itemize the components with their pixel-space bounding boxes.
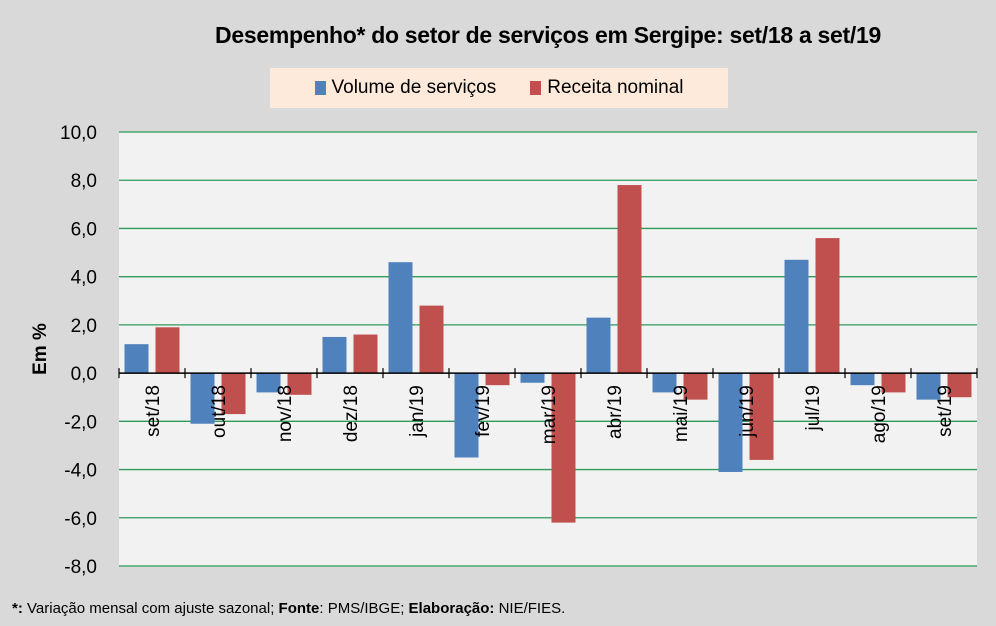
bar-receita [683, 373, 708, 400]
bar-volume [124, 344, 149, 374]
bar-receita [749, 373, 774, 460]
x-tick-label: jan/19 [407, 385, 428, 438]
bar-receita [947, 373, 972, 398]
y-tick-label: -8,0 [64, 557, 97, 578]
legend: Volume de serviços Receita nominal [270, 68, 728, 108]
legend-swatch-receita [530, 81, 542, 95]
x-tick-label: abr/19 [605, 385, 626, 439]
x-tick-label: set/19 [935, 385, 956, 437]
legend-item-volume: Volume de serviços [314, 77, 497, 99]
y-tick-label: 0,0 [71, 364, 97, 385]
footnote-source: : PMS/IBGE; [319, 600, 409, 617]
footnote-credit-label: Elaboração: [408, 600, 495, 617]
y-tick-label: 2,0 [71, 316, 97, 337]
x-tick-label: out/18 [209, 385, 230, 438]
bar-volume [784, 259, 809, 374]
x-tick-label: jul/19 [803, 385, 824, 431]
bar-volume [322, 336, 347, 374]
bar-volume [652, 373, 677, 393]
bar-receita [353, 334, 378, 374]
bar-receita [617, 185, 642, 374]
plot-area [119, 132, 977, 566]
x-tick-label: mai/19 [671, 385, 692, 442]
bar-volume [454, 373, 479, 458]
bar-volume [190, 373, 215, 424]
legend-swatch-volume [314, 81, 326, 95]
x-tick-label: ago/19 [869, 385, 890, 443]
footnote: *: Variação mensal com ajuste sazonal; F… [12, 600, 565, 617]
bar-receita [881, 373, 906, 393]
bar-receita [551, 373, 576, 523]
y-tick-label: -6,0 [64, 509, 97, 530]
bars [124, 185, 972, 523]
bar-volume [256, 373, 281, 393]
footnote-note: Variação mensal com ajuste sazonal; [22, 600, 279, 617]
x-axis [118, 368, 978, 379]
bar-volume [916, 373, 941, 400]
x-tick-label: jun/19 [737, 385, 758, 438]
x-tick-label: nov/18 [275, 385, 296, 442]
bar-receita [485, 373, 510, 386]
bar-volume [388, 262, 413, 374]
footnote-asterisk: *: [12, 600, 23, 617]
y-tick-label: 10,0 [60, 123, 97, 144]
bar-volume [718, 373, 743, 472]
bar-receita [155, 327, 180, 374]
footnote-credit: NIE/FIES. [494, 600, 566, 617]
legend-item-receita: Receita nominal [530, 77, 684, 99]
y-tick-label: 4,0 [71, 268, 97, 289]
y-tick-label: 8,0 [71, 171, 97, 192]
bar-volume [520, 373, 545, 383]
footnote-source-label: Fonte [278, 600, 320, 617]
y-axis-label: Em % [30, 323, 51, 375]
bar-receita [815, 238, 840, 374]
y-axis: 10,0 8,0 6,0 4,0 2,0 0,0 -2,0 -4,0 -6,0 -8,0 [60, 123, 97, 578]
legend-label-receita: Receita nominal [547, 77, 684, 98]
bar-receita [287, 373, 312, 395]
bar-volume [850, 373, 875, 386]
bar-volume [586, 317, 611, 374]
legend-label-volume: Volume de serviços [331, 77, 497, 98]
y-tick-label: -4,0 [64, 461, 97, 482]
x-tick-labels: set/18 out/18 nov/18 dez/18 jan/19 fev/19 mar/… [143, 385, 956, 444]
y-tick-label: -2,0 [64, 412, 97, 433]
x-tick-label: fev/19 [473, 385, 494, 437]
y-tick-label: 6,0 [71, 219, 97, 240]
x-tick-label: dez/18 [341, 385, 362, 442]
x-tick-label: set/18 [143, 385, 164, 437]
chart-title: Desempenho* do setor de serviços em Serg… [215, 22, 881, 48]
bar-receita [221, 373, 246, 415]
bar-receita [419, 305, 444, 374]
x-tick-label: mar/19 [539, 385, 560, 444]
